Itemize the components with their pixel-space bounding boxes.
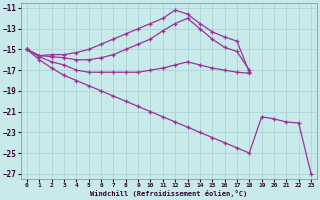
X-axis label: Windchill (Refroidissement éolien,°C): Windchill (Refroidissement éolien,°C) — [90, 190, 248, 197]
